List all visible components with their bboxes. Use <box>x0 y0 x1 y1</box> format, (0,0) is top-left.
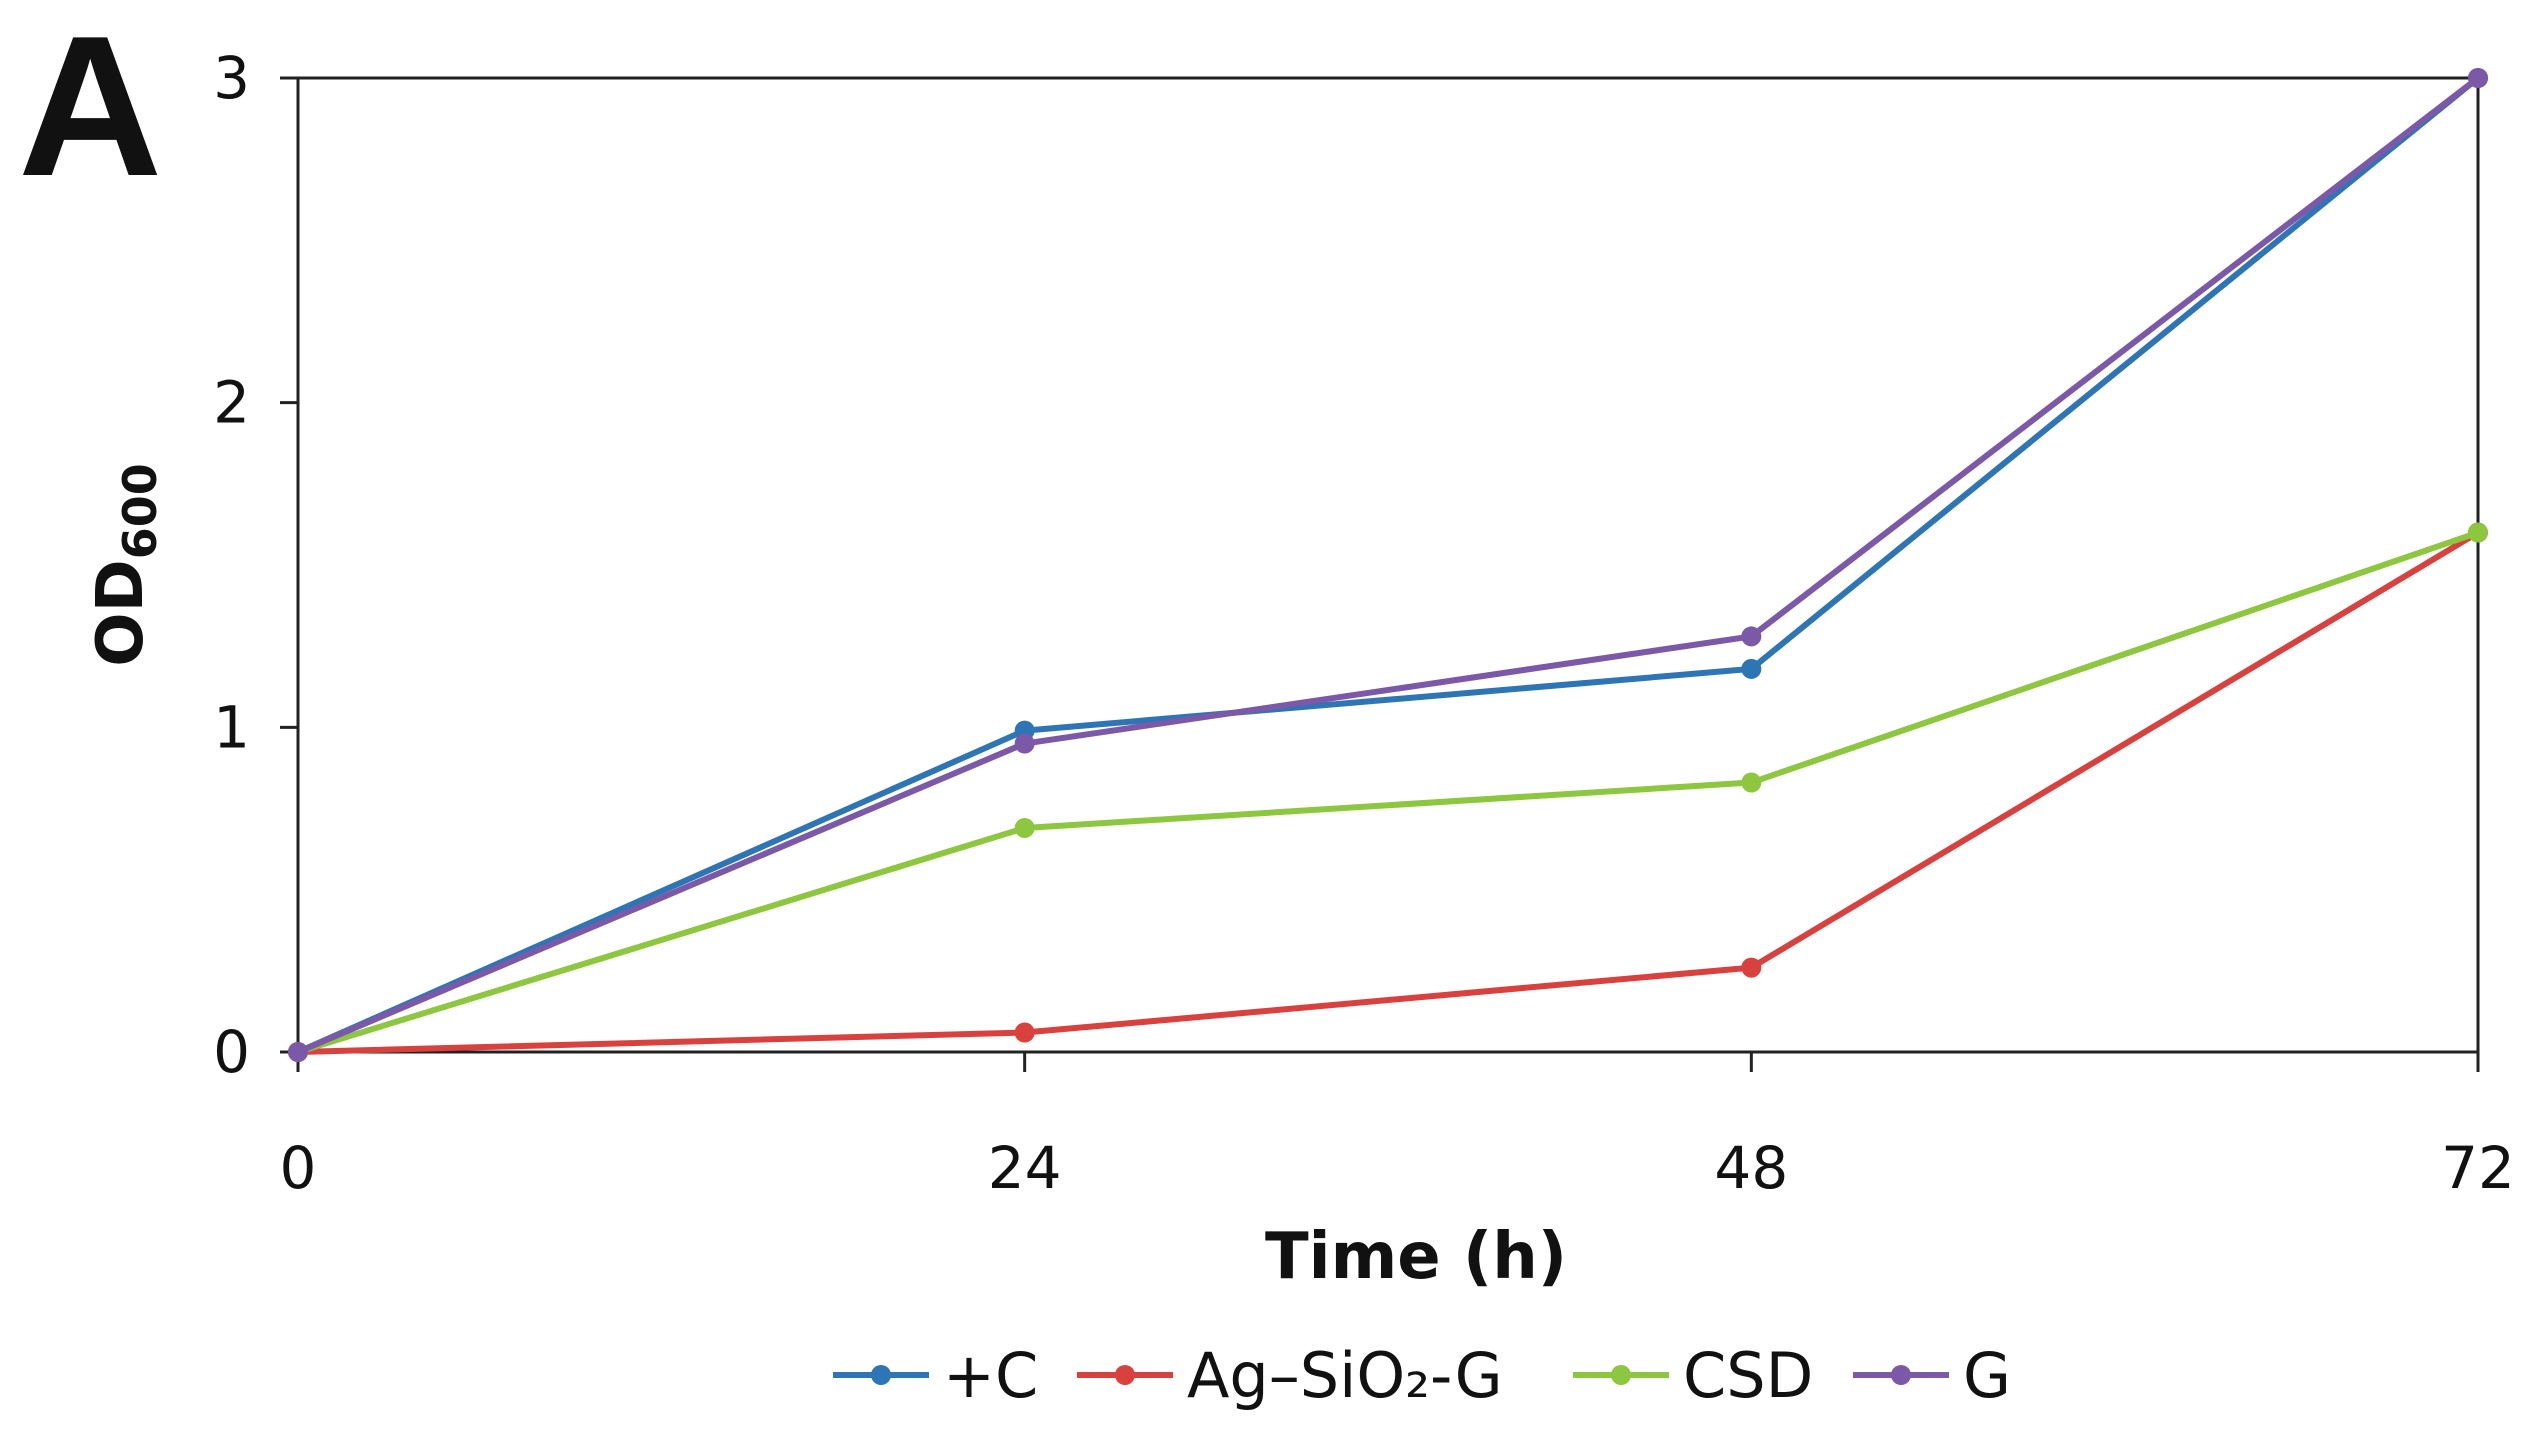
data-point <box>1014 1022 1035 1043</box>
legend-item: +C <box>833 1339 1038 1412</box>
legend-label: CSD <box>1683 1339 1813 1412</box>
series-line <box>297 529 2479 1055</box>
y-tick-label: 3 <box>213 44 250 112</box>
plot-area-frame <box>296 76 2480 1054</box>
series-line <box>297 529 2480 1055</box>
y-axis-title-main: OD <box>84 559 158 667</box>
legend-item: Ag–SiO₂-G <box>1077 1339 1503 1412</box>
y-tick-label: 1 <box>213 693 250 761</box>
series-3 <box>288 68 2488 1062</box>
legend: +C Ag–SiO₂-G CSD G <box>833 1339 2011 1412</box>
series-line <box>296 75 2480 1055</box>
data-point <box>2468 68 2488 88</box>
y-axis-ticks: 0 1 2 3 <box>213 44 298 1086</box>
x-tick-label: 72 <box>2441 1134 2515 1202</box>
y-tick-label: 2 <box>213 369 250 437</box>
panel-label: A <box>18 0 162 218</box>
y-tick-label: 0 <box>213 1018 250 1086</box>
y-axis-title: OD600 <box>84 463 167 667</box>
data-point <box>1741 658 1762 679</box>
data-point <box>1014 817 1035 838</box>
legend-swatch-marker <box>1891 1365 1911 1385</box>
legend-label: G <box>1963 1339 2011 1412</box>
x-tick-label: 24 <box>988 1134 1062 1202</box>
legend-swatch-marker <box>1611 1365 1631 1385</box>
legend-item: G <box>1853 1339 2011 1412</box>
x-tick-label: 48 <box>1714 1134 1788 1202</box>
data-point <box>288 1042 308 1062</box>
legend-swatch-marker <box>871 1365 891 1385</box>
legend-label: +C <box>943 1339 1038 1412</box>
data-point <box>1741 626 1762 647</box>
legend-item: CSD <box>1573 1339 1813 1412</box>
legend-label: Ag–SiO₂-G <box>1187 1339 1503 1412</box>
data-point <box>1741 772 1762 793</box>
x-tick-label: 0 <box>280 1134 317 1202</box>
data-point <box>1741 957 1762 978</box>
series-line <box>296 75 2480 1055</box>
legend-swatch-marker <box>1115 1365 1135 1385</box>
y-axis-title-subscript: 600 <box>113 463 167 559</box>
series-layer <box>288 68 2488 1062</box>
x-axis-title: Time (h) <box>1265 1220 1567 1294</box>
x-axis-ticks: 0 24 48 72 <box>280 1052 2515 1202</box>
data-point <box>1014 733 1035 754</box>
data-point <box>2468 522 2488 543</box>
